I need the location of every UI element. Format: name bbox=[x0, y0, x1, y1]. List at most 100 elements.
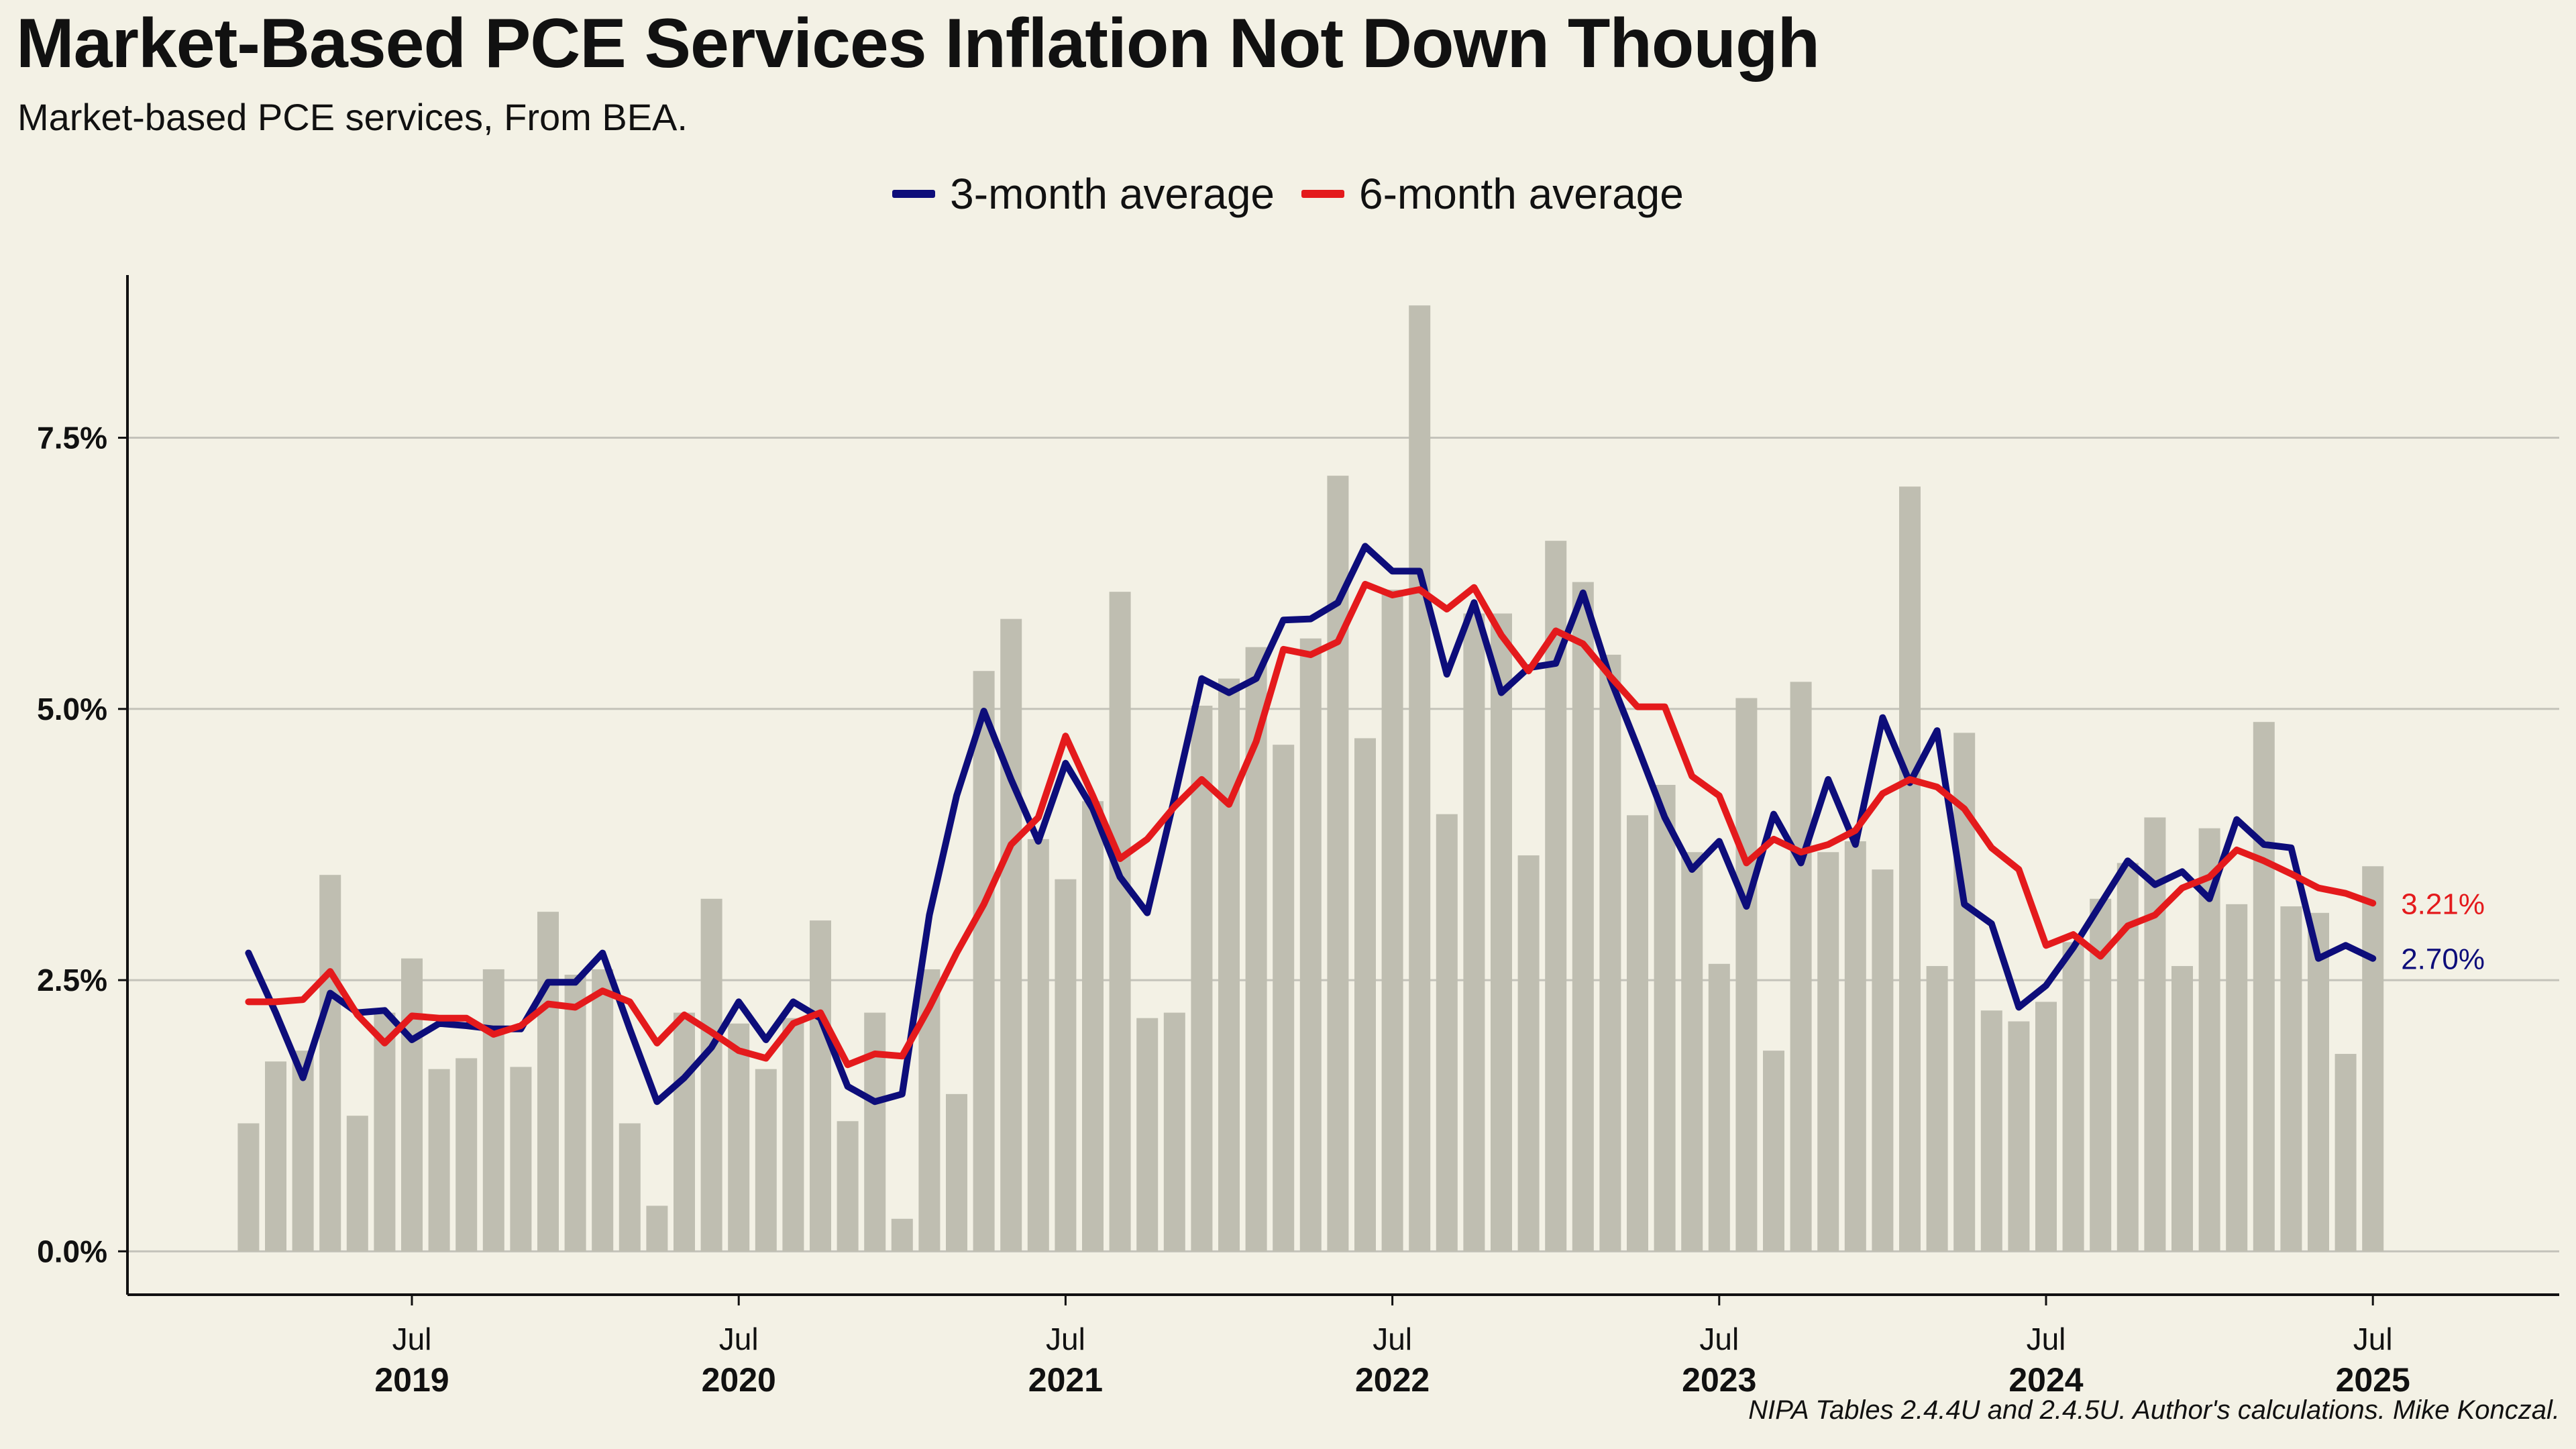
bar bbox=[1681, 852, 1703, 1252]
bar bbox=[537, 912, 559, 1252]
y-tick-label: 2.5% bbox=[37, 963, 107, 998]
bar bbox=[1654, 785, 1676, 1252]
bar bbox=[2226, 904, 2248, 1252]
bar bbox=[1163, 1012, 1185, 1252]
bar bbox=[1572, 582, 1594, 1252]
bar bbox=[1136, 1018, 1159, 1252]
bar bbox=[1191, 705, 1213, 1252]
bar bbox=[510, 1067, 532, 1252]
x-tick-year-label: 2021 bbox=[1028, 1361, 1103, 1399]
bar bbox=[700, 898, 722, 1252]
x-tick-year-label: 2023 bbox=[1682, 1361, 1756, 1399]
series-line-3-month bbox=[245, 543, 2377, 1106]
bar bbox=[973, 671, 995, 1252]
bar bbox=[674, 1012, 695, 1252]
bar bbox=[1354, 738, 1376, 1252]
bar bbox=[2253, 722, 2275, 1252]
bar bbox=[1000, 619, 1022, 1252]
legend-label-3-month: 3-month average bbox=[950, 170, 1275, 218]
bar bbox=[1763, 1051, 1784, 1252]
y-tick-label: 7.5% bbox=[37, 421, 107, 455]
bar bbox=[864, 1012, 886, 1252]
bar bbox=[2035, 1002, 2057, 1252]
source-caption: NIPA Tables 2.4.4U and 2.4.5U. Author's … bbox=[1748, 1395, 2560, 1425]
bar bbox=[728, 1023, 750, 1252]
bar bbox=[646, 1205, 668, 1252]
bar bbox=[891, 1218, 913, 1252]
y-tick-label: 5.0% bbox=[37, 692, 107, 727]
bar bbox=[1027, 839, 1049, 1252]
bar bbox=[455, 1058, 478, 1252]
bar bbox=[1491, 613, 1512, 1252]
average-lines bbox=[245, 543, 2377, 1106]
bar bbox=[2171, 966, 2193, 1252]
bar bbox=[2062, 942, 2084, 1252]
bar bbox=[1517, 855, 1540, 1252]
bar bbox=[482, 969, 504, 1252]
legend-item-3-month: 3-month average bbox=[892, 169, 1275, 219]
x-tick-month-label: Jul bbox=[1046, 1322, 1085, 1356]
bar bbox=[1436, 814, 1458, 1252]
bar bbox=[428, 1069, 450, 1252]
monthly-bars bbox=[237, 305, 2384, 1252]
bar bbox=[1409, 305, 1431, 1252]
x-tick-month-label: Jul bbox=[392, 1322, 432, 1356]
bar bbox=[755, 1069, 777, 1252]
bar bbox=[2308, 912, 2329, 1252]
bar bbox=[1627, 815, 1648, 1252]
x-tick-year-label: 2025 bbox=[2336, 1361, 2410, 1399]
bar bbox=[1844, 841, 1866, 1252]
legend-swatch-3-month bbox=[892, 190, 936, 198]
bar bbox=[810, 920, 831, 1252]
x-tick-month-label: Jul bbox=[2027, 1322, 2066, 1356]
bar bbox=[265, 1061, 286, 1252]
x-tick-year-label: 2019 bbox=[374, 1361, 449, 1399]
axis-labels: 0.0% 2.5% 5.0% 7.5% 3.21% 2.70% Jul 2019 Jul 2020… bbox=[37, 421, 2485, 1399]
bar bbox=[1082, 801, 1104, 1252]
x-tick-month-label: Jul bbox=[719, 1322, 759, 1356]
bar bbox=[1381, 589, 1403, 1252]
bar bbox=[2008, 1021, 2030, 1252]
end-label-6-month: 3.21% bbox=[2401, 888, 2485, 920]
bar bbox=[401, 958, 423, 1252]
legend-item-6-month: 6-month average bbox=[1301, 169, 1684, 219]
y-tick-label: 0.0% bbox=[37, 1234, 107, 1269]
bar bbox=[1899, 486, 1921, 1252]
x-tick-year-label: 2022 bbox=[1355, 1361, 1430, 1399]
bar bbox=[1980, 1010, 2002, 1252]
bar bbox=[592, 969, 614, 1252]
bar bbox=[2362, 866, 2384, 1252]
legend-swatch-6-month bbox=[1301, 190, 1344, 198]
bar bbox=[2280, 906, 2302, 1252]
bar bbox=[946, 1093, 967, 1252]
bar bbox=[1817, 852, 1839, 1252]
bar bbox=[1735, 698, 1758, 1252]
bar bbox=[564, 974, 586, 1252]
chart-subtitle: Market-based PCE services, From BEA. bbox=[17, 96, 688, 138]
bar bbox=[2334, 1054, 2357, 1252]
bar bbox=[319, 875, 341, 1252]
bar bbox=[1872, 869, 1894, 1252]
x-tick-year-label: 2024 bbox=[2008, 1361, 2083, 1399]
bar bbox=[374, 1012, 396, 1252]
legend-label-6-month: 6-month average bbox=[1359, 170, 1684, 218]
bar bbox=[346, 1116, 368, 1252]
bar bbox=[1463, 613, 1485, 1252]
x-tick-year-label: 2020 bbox=[702, 1361, 776, 1399]
bar bbox=[1708, 963, 1730, 1252]
bar bbox=[1299, 638, 1322, 1252]
bar bbox=[837, 1121, 859, 1252]
bar bbox=[2144, 817, 2166, 1252]
x-tick-month-label: Jul bbox=[2353, 1322, 2393, 1356]
chart-title: Market-Based PCE Services Inflation Not … bbox=[16, 5, 1820, 83]
legend: 3-month average 6-month average bbox=[0, 169, 2576, 219]
x-tick-month-label: Jul bbox=[1699, 1322, 1739, 1356]
bar bbox=[1109, 592, 1131, 1252]
series-line-6-month bbox=[245, 580, 2377, 1069]
bar bbox=[1599, 654, 1621, 1252]
bar bbox=[292, 1051, 314, 1252]
end-label-3-month: 2.70% bbox=[2401, 943, 2485, 976]
bar bbox=[782, 1018, 804, 1252]
bar bbox=[237, 1123, 260, 1252]
